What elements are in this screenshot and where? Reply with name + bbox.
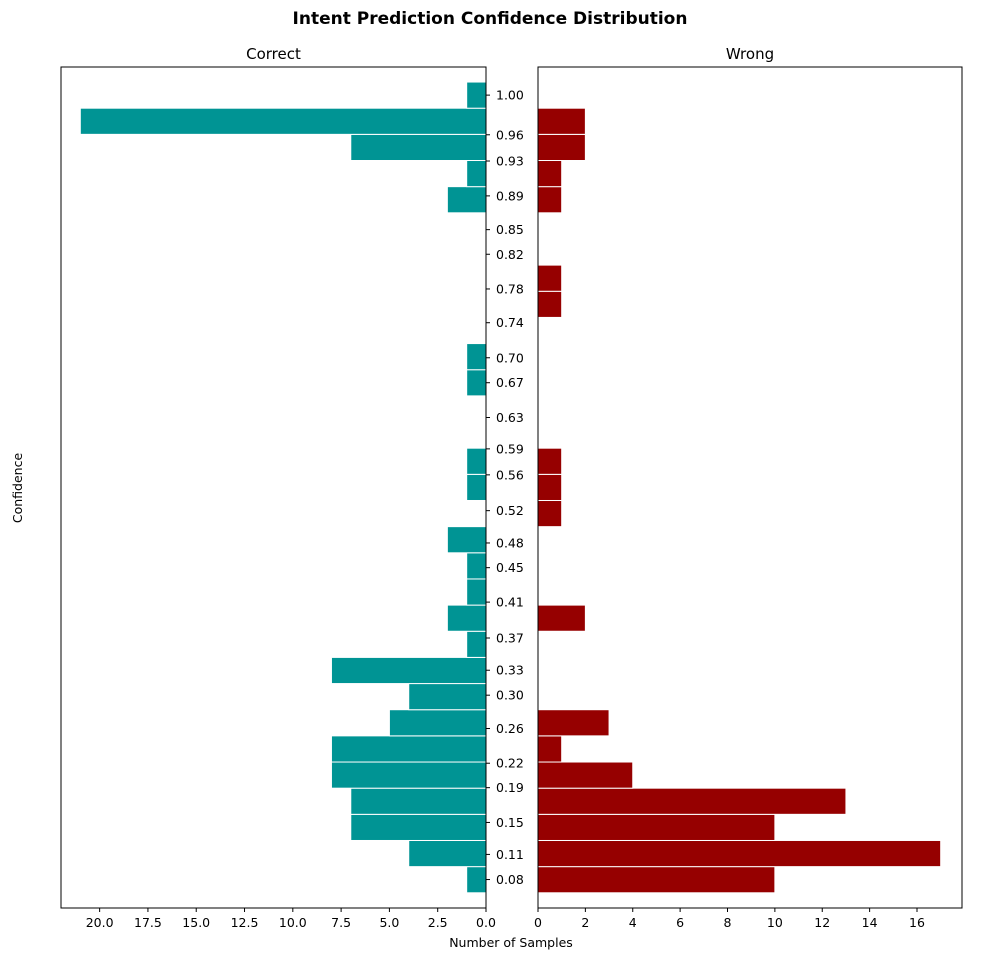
y-tick-label-18: 0.74 [496,315,524,330]
x-tick-label-correct-2: 15.0 [182,915,210,930]
x-tick-label-wrong-2: 4 [629,915,637,930]
y-tick-label-25: 1.00 [496,88,524,103]
y-tick-label-9: 0.41 [496,595,524,610]
bar-wrong-15 [537,473,563,501]
x-tick-label-correct-3: 12.5 [231,915,259,930]
bar-wrong-2 [537,813,776,841]
bar-wrong-26 [537,186,563,214]
y-tick-label-7: 0.33 [496,663,524,678]
y-tick-label-11: 0.48 [496,535,524,550]
y-tick-label-0: 0.08 [496,872,524,887]
bar-correct-30 [466,81,487,109]
bar-correct-3 [350,787,487,815]
panel-title-wrong: Wrong [726,45,774,63]
bar-wrong-23 [537,264,563,292]
y-tick-label-14: 0.59 [496,441,524,456]
x-tick-label-wrong-4: 8 [724,915,732,930]
y-tick-label-3: 0.19 [496,780,524,795]
y-tick-label-24: 0.96 [496,127,524,142]
bar-correct-0 [466,866,487,894]
y-tick-label-12: 0.52 [496,503,524,518]
chart-title: Intent Prediction Confidence Distributio… [293,9,688,29]
x-tick-label-wrong-7: 14 [862,915,878,930]
bar-correct-20 [466,343,487,371]
bar-correct-7 [408,683,487,711]
bar-wrong-3 [537,787,847,815]
y-tick-label-10: 0.45 [496,560,524,575]
y-tick-label-22: 0.89 [496,188,524,203]
y-tick-label-19: 0.78 [496,281,524,296]
y-tick-label-17: 0.70 [496,350,524,365]
bar-correct-12 [466,552,487,580]
bar-correct-1 [408,839,487,868]
bar-correct-27 [466,160,487,188]
y-tick-label-16: 0.67 [496,375,524,390]
x-tick-label-wrong-6: 12 [814,915,830,930]
bar-correct-4 [330,761,487,789]
x-tick-label-wrong-1: 2 [581,915,589,930]
chart-marks: Correct 20.0 17.5 15.0 12.5 10.0 7.5 5.0 2.5 0.0 W… [60,45,963,930]
bar-correct-11 [466,578,487,606]
x-tick-label-correct-0: 20.0 [86,915,114,930]
x-tick-label-wrong-8: 16 [909,915,925,930]
bar-wrong-1 [537,839,942,868]
x-tick-label-correct-8: 0.0 [476,915,496,930]
x-tick-label-correct-7: 2.5 [428,915,448,930]
x-tick-label-wrong-0: 0 [534,915,542,930]
bar-wrong-0 [537,866,776,894]
bar-wrong-22 [537,290,563,318]
bar-correct-6 [388,709,487,737]
bar-correct-5 [330,735,487,763]
y-tick-label-2: 0.15 [496,815,524,830]
bar-correct-13 [446,526,487,554]
bar-wrong-6 [537,709,610,737]
x-tick-label-wrong-3: 6 [676,915,684,930]
x-tick-label-correct-1: 17.5 [134,915,162,930]
x-tick-label-wrong-5: 10 [767,915,783,930]
y-tick-label-4: 0.22 [496,756,524,771]
bar-correct-10 [446,604,487,632]
bar-wrong-4 [537,761,634,789]
bar-correct-8 [330,656,487,685]
bar-correct-15 [466,473,487,501]
y-tick-label-1: 0.11 [496,847,524,862]
y-axis-label: Confidence [10,453,25,524]
bar-correct-19 [466,369,487,397]
bar-correct-28 [350,133,487,162]
x-axis-label: Number of Samples [449,935,573,950]
panel-title-correct: Correct [246,45,301,63]
bar-wrong-10 [537,604,586,632]
bar-wrong-29 [537,107,586,135]
panel-frame-wrong [537,66,963,909]
y-tick-label-5: 0.26 [496,721,524,736]
bar-correct-29 [79,107,487,135]
y-tick-label-23: 0.93 [496,154,524,169]
panel-frame-correct [60,66,487,909]
y-tick-label-13: 0.56 [496,467,524,482]
bar-correct-2 [350,813,487,841]
y-tick-label-15: 0.63 [496,410,524,425]
x-tick-label-correct-5: 7.5 [331,915,351,930]
bar-wrong-16 [537,447,563,475]
bar-wrong-5 [537,735,563,763]
bar-correct-9 [466,630,487,658]
y-tick-label-20: 0.82 [496,247,524,262]
bar-wrong-14 [537,499,563,528]
y-tick-label-8: 0.37 [496,631,524,646]
bar-wrong-27 [537,160,563,188]
x-tick-label-correct-6: 5.0 [379,915,399,930]
bar-correct-26 [446,186,487,214]
x-tick-label-correct-4: 10.0 [279,915,307,930]
bar-wrong-28 [537,133,586,162]
y-tick-label-6: 0.30 [496,688,524,703]
y-tick-label-21: 0.85 [496,222,524,237]
bar-correct-16 [466,447,487,475]
